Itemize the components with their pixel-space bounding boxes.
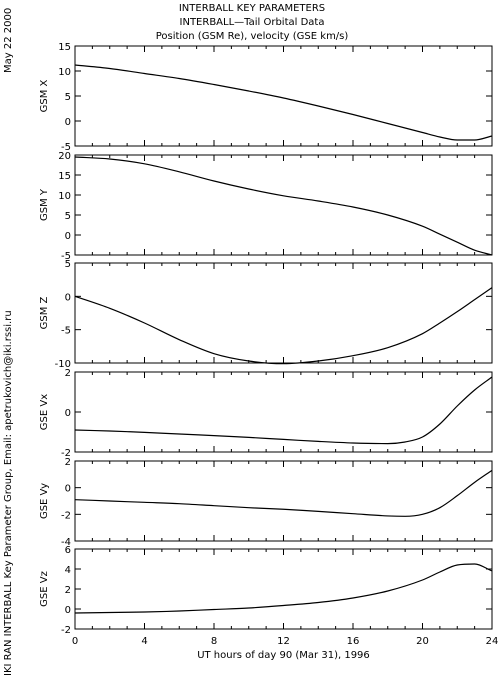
chart-title: INTERBALL KEY PARAMETERS (178, 3, 326, 14)
series-line-1 (74, 156, 493, 256)
x-tick-label: 4 (141, 636, 147, 647)
chart-units-line: Position (GSM Re), velocity (GSE km/s) (155, 31, 349, 42)
y-tick-label: 2 (65, 585, 71, 596)
y-tick-label: 10 (58, 67, 71, 78)
y-tick-label: 0 (65, 484, 71, 495)
series-line-5 (74, 563, 493, 614)
y-tick-label: -2 (61, 448, 71, 459)
y-tick-label: -10 (55, 359, 71, 370)
y-tick-label: 2 (65, 457, 71, 468)
y-tick-label: 0 (65, 231, 71, 242)
y-axis-label: GSE Vy (39, 483, 50, 519)
y-tick-label: -4 (61, 537, 71, 548)
x-tick-label: 0 (72, 636, 78, 647)
x-tick-label: 8 (211, 636, 217, 647)
series-line-2 (74, 287, 493, 365)
y-tick-label: 4 (65, 565, 71, 576)
y-tick-label: -5 (61, 326, 71, 337)
y-tick-label: 0 (65, 408, 71, 419)
y-tick-label: 5 (65, 211, 71, 222)
y-tick-label: -2 (61, 510, 71, 521)
panel-frame-5 (74, 548, 493, 630)
chart-subtitle: INTERBALL—Tail Orbital Data (179, 17, 325, 28)
y-tick-label: -2 (61, 625, 71, 636)
y-axis-label: GSE Vx (39, 394, 50, 430)
y-tick-label: 20 (58, 151, 71, 162)
y-axis-label: GSM Y (39, 188, 50, 221)
x-axis-label: UT hours of day 90 (Mar 31), 1996 (197, 650, 370, 661)
y-tick-label: 15 (58, 42, 71, 53)
y-tick-label: 2 (65, 368, 71, 379)
panel-frame-1 (74, 154, 493, 256)
y-axis-label: GSE Vz (39, 571, 50, 607)
y-tick-label: 0 (65, 605, 71, 616)
y-tick-label: 15 (58, 171, 71, 182)
series-line-3 (74, 376, 493, 445)
y-axis-label: GSM X (39, 79, 50, 112)
y-tick-label: 6 (65, 545, 71, 556)
y-tick-label: 5 (65, 259, 71, 270)
y-tick-label: -5 (61, 142, 71, 153)
panel-frame-4 (74, 460, 493, 542)
panel-frame-0 (74, 45, 493, 147)
x-tick-label: 24 (486, 636, 499, 647)
y-axis-label: GSM Z (39, 296, 50, 329)
y-tick-label: 5 (65, 92, 71, 103)
y-tick-label: -5 (61, 251, 71, 262)
series-line-4 (74, 469, 493, 517)
y-tick-label: 0 (65, 292, 71, 303)
y-tick-label: 10 (58, 191, 71, 202)
x-tick-label: 12 (277, 636, 290, 647)
series-line-0 (74, 64, 493, 141)
x-tick-label: 20 (416, 636, 429, 647)
x-tick-label: 16 (347, 636, 360, 647)
panel-frame-2 (74, 262, 493, 364)
y-tick-label: 0 (65, 117, 71, 128)
